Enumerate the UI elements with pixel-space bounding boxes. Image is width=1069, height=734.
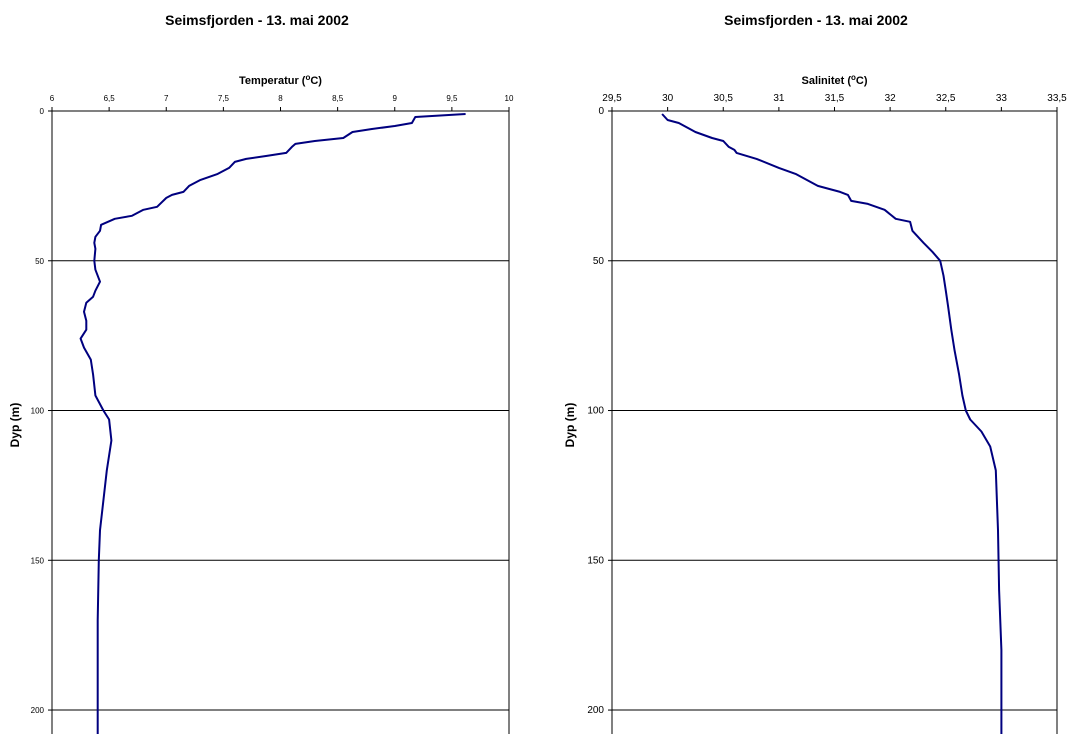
y-tick-label: 100 <box>31 407 45 416</box>
x-tick-label: 32 <box>885 93 897 104</box>
x-tick-label: 6 <box>50 94 55 103</box>
x-axis-label-text: Temperatur ( <box>239 75 306 87</box>
x-axis-label-superscript: o <box>851 73 856 82</box>
y-tick-label: 200 <box>587 705 604 716</box>
x-tick-label: 33,5 <box>1047 93 1067 104</box>
x-tick-label: 8,5 <box>332 94 344 103</box>
x-tick-label: 7 <box>164 94 169 103</box>
data-line <box>661 113 1003 734</box>
data-line <box>79 113 466 734</box>
y-tick-label: 50 <box>35 257 44 266</box>
x-tick-label: 30 <box>662 93 674 104</box>
temperature-plot: 6 6,5 7 7,5 8 8,5 9 9,5 10050100150200Temperatur… <box>8 73 514 734</box>
y-tick-label: 0 <box>40 107 45 116</box>
x-tick-label: 30,5 <box>714 93 734 104</box>
y-tick-label: 100 <box>587 406 604 417</box>
x-tick-label: 32,5 <box>936 93 956 104</box>
plot-frame <box>51 110 510 734</box>
x-tick-label: 31 <box>773 93 785 104</box>
y-tick-label: 150 <box>587 555 604 566</box>
x-tick-label: 10 <box>505 94 514 103</box>
x-tick-label: 29,5 <box>602 93 622 104</box>
plot-frame <box>611 110 1058 734</box>
chart-title: Seimsfjorden - 13. mai 2002 <box>724 12 908 28</box>
x-tick-label: 6,5 <box>104 94 116 103</box>
x-axis-label-unit: C) <box>856 75 868 87</box>
x-tick-label: 9 <box>393 94 398 103</box>
y-tick-label: 50 <box>593 256 605 267</box>
salinity-plot: 29,5 30 30,5 31 31,5 32 32,5 33 33,5 0 50 100 150 200… <box>563 73 1067 734</box>
y-tick-label: 0 <box>598 106 604 117</box>
y-tick-label: 150 <box>31 556 45 565</box>
temperature-chart: Seimsfjorden - 13. mai 2002 6 6,5 7 7,5 8 8,5… <box>0 0 534 734</box>
x-axis-label: Temperatur (oC) <box>239 73 322 87</box>
x-tick-label: 33 <box>996 93 1008 104</box>
x-tick-label: 7,5 <box>218 94 230 103</box>
x-axis-label: Salinitet (oC) <box>801 73 867 87</box>
x-axis-label-text: Salinitet ( <box>801 75 851 87</box>
y-tick-label: 200 <box>31 706 45 715</box>
x-axis-label-unit: C) <box>310 75 322 87</box>
salinity-chart: Seimsfjorden - 13. mai 2002 29,5 30 30,5 31… <box>534 0 1068 734</box>
chart-title: Seimsfjorden - 13. mai 2002 <box>165 12 349 28</box>
x-tick-label: 31,5 <box>825 93 845 104</box>
y-axis-label: Dyp (m) <box>8 403 22 448</box>
x-tick-label: 8 <box>278 94 283 103</box>
x-tick-label: 9,5 <box>446 94 458 103</box>
x-axis-label-superscript: o <box>305 73 310 82</box>
y-axis-label: Dyp (m) <box>563 403 577 448</box>
